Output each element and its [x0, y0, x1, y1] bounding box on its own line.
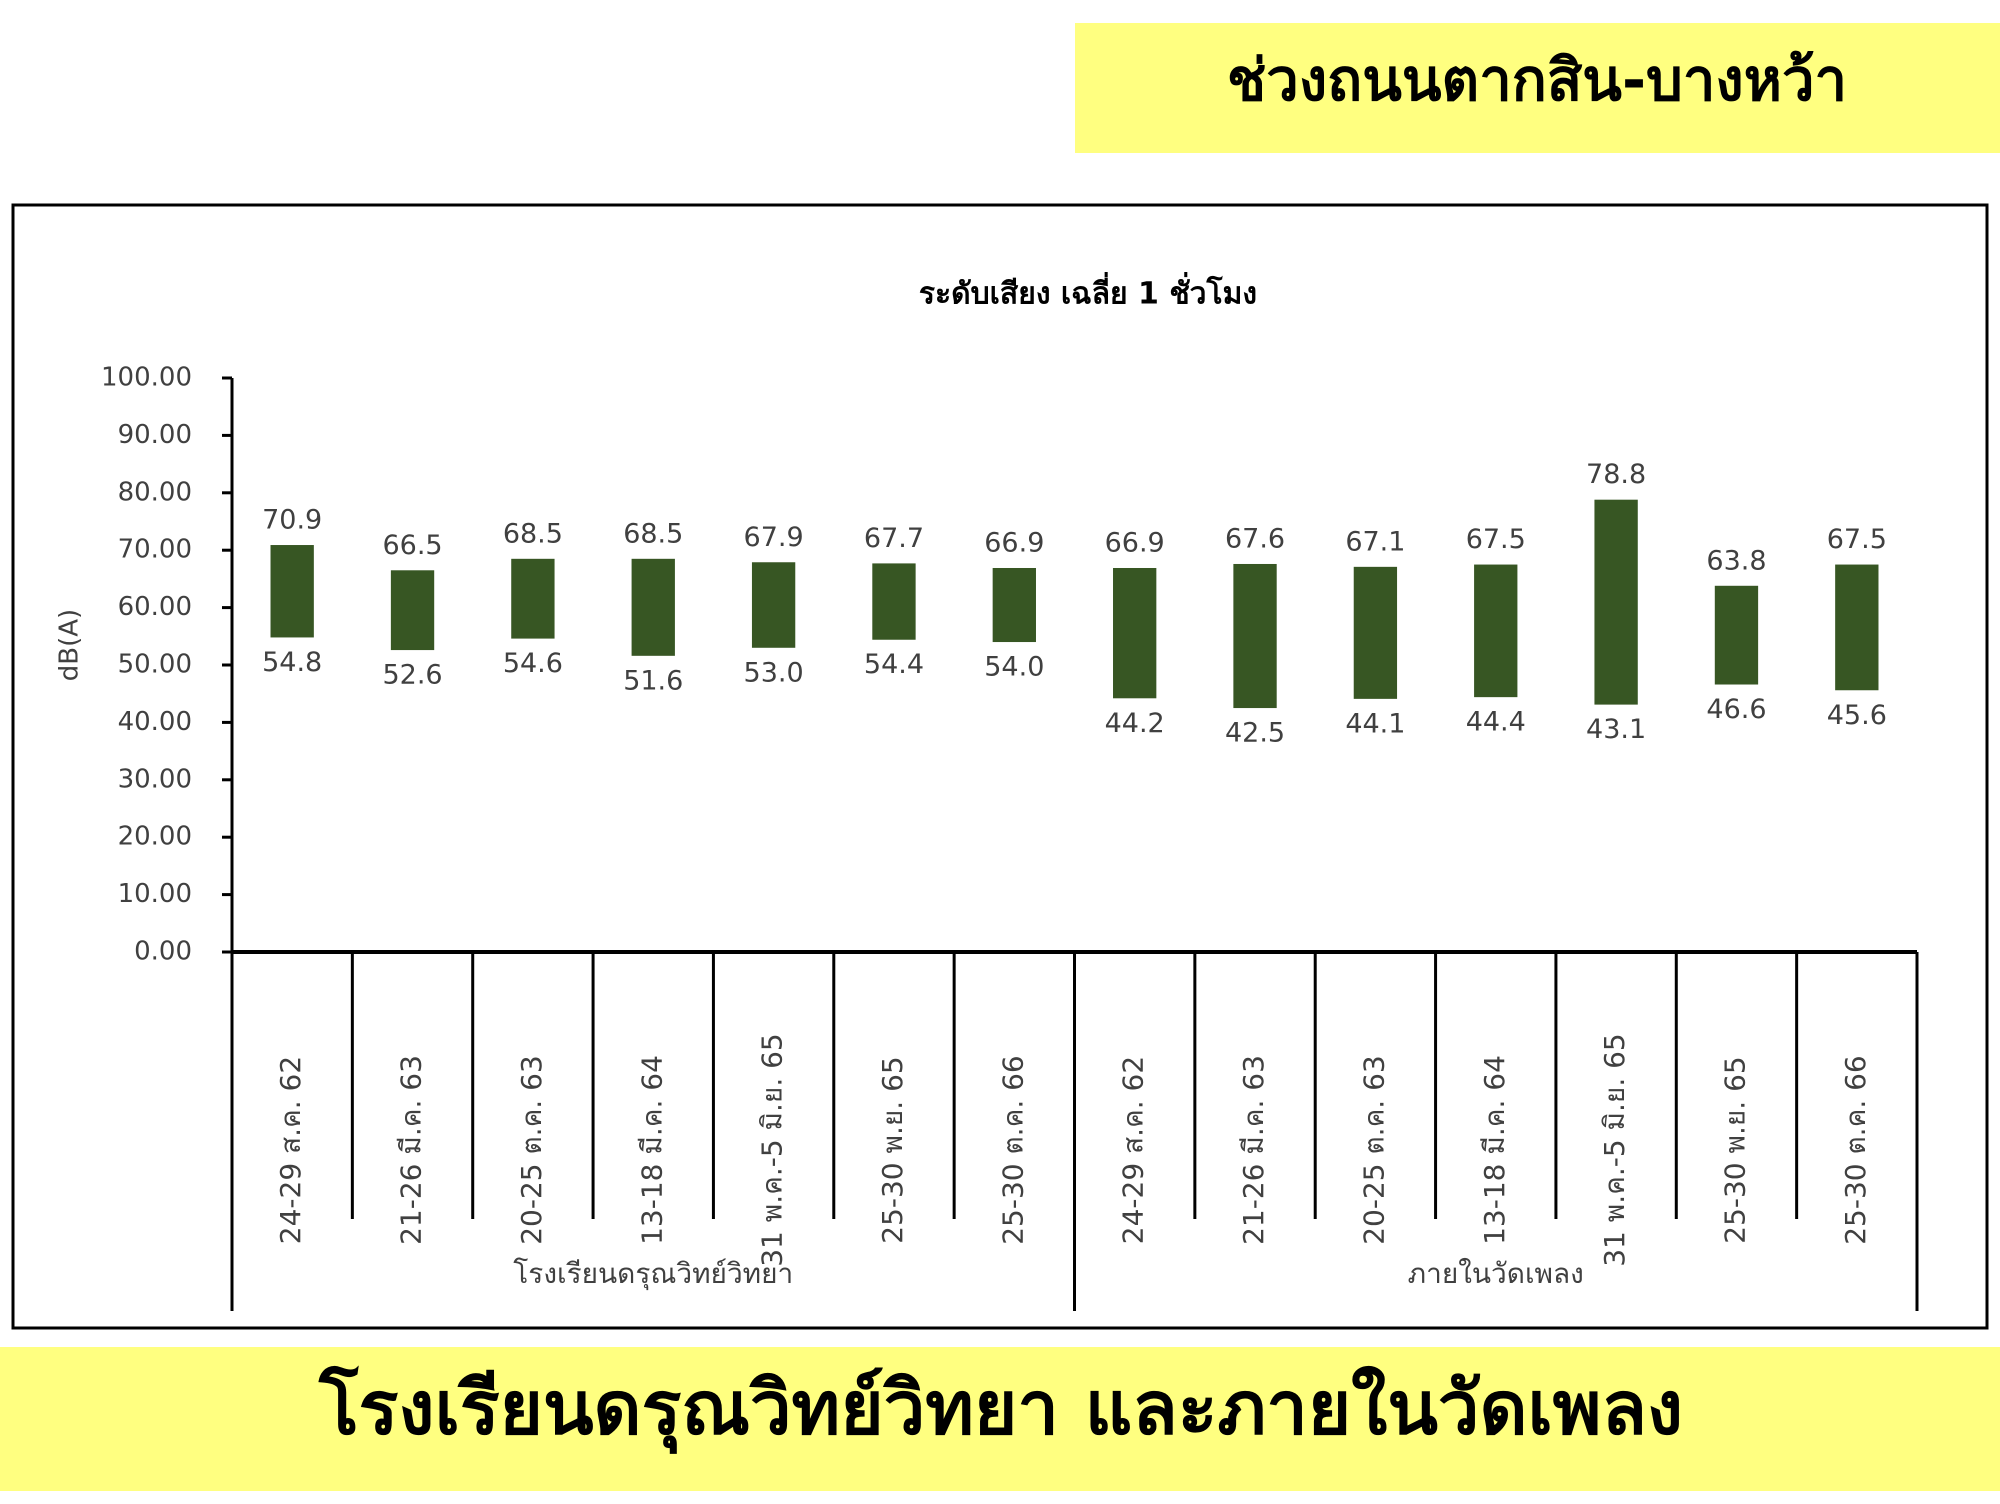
x-tick-label: 25-30 พ.ย. 65 [876, 1056, 909, 1243]
y-tick-label: 50.00 [118, 650, 192, 680]
low-label: 46.6 [1706, 694, 1766, 725]
y-tick-label: 60.00 [118, 592, 192, 622]
chart-frame [11, 203, 1989, 1330]
y-axis-label: dB(A) [55, 609, 85, 681]
footer-box [0, 1347, 2000, 1491]
high-label: 67.7 [864, 523, 924, 554]
high-label: 67.1 [1345, 526, 1405, 557]
bar [1474, 564, 1518, 698]
chart-title: ระดับเสียง เฉลี่ย 1 ชั่วโมง [919, 272, 1257, 312]
x-tick-label: 31 พ.ค.-5 มิ.ย. 65 [756, 1033, 789, 1267]
bar [1353, 566, 1398, 699]
bar [1594, 499, 1638, 705]
bar [1233, 563, 1277, 709]
bar [872, 563, 916, 640]
bar [631, 558, 675, 656]
high-label: 68.5 [623, 518, 683, 549]
low-label: 42.5 [1225, 718, 1285, 749]
x-tick-label: 25-30 ต.ค. 66 [996, 1055, 1029, 1245]
header-box [1075, 23, 2000, 153]
high-label: 66.9 [1105, 527, 1165, 558]
y-tick-label: 0.00 [134, 937, 192, 967]
x-tick-label: 20-25 ต.ค. 63 [515, 1055, 548, 1245]
high-label: 70.9 [262, 505, 322, 536]
y-tick-label: 90.00 [118, 420, 192, 450]
low-label: 54.0 [984, 652, 1044, 683]
high-label: 67.9 [744, 522, 804, 553]
x-tick-label: 25-30 ต.ค. 66 [1839, 1055, 1872, 1245]
bar [1835, 564, 1879, 691]
high-label: 63.8 [1706, 545, 1766, 576]
group-label: โรงเรียนดรุณวิทย์วิทยา [513, 1257, 793, 1291]
x-tick-label: 21-26 มี.ค. 63 [395, 1055, 428, 1245]
y-tick-label: 20.00 [118, 822, 192, 852]
bar [751, 562, 796, 648]
header-title: ช่วงถนนตากสิน-บางหว้า [1227, 46, 1847, 114]
low-label: 54.8 [262, 647, 322, 678]
x-tick-label: 31 พ.ค.-5 มิ.ย. 65 [1598, 1033, 1631, 1267]
x-tick-label: 13-18 มี.ค. 64 [635, 1055, 668, 1245]
bar [1113, 567, 1157, 699]
bar [511, 558, 555, 639]
x-tick-label: 24-29 ส.ค. 62 [1117, 1056, 1150, 1244]
low-label: 52.6 [382, 660, 442, 691]
y-tick-label: 40.00 [118, 707, 192, 737]
bar [390, 570, 435, 651]
x-tick-label: 13-18 มี.ค. 64 [1478, 1055, 1511, 1245]
x-tick-label: 20-25 ต.ค. 63 [1357, 1055, 1390, 1245]
bar [992, 567, 1036, 643]
x-tick-label: 24-29 ส.ค. 62 [274, 1056, 307, 1244]
low-label: 54.6 [503, 648, 563, 679]
high-label: 66.5 [382, 530, 442, 561]
low-label: 51.6 [623, 665, 683, 696]
low-label: 44.2 [1105, 708, 1165, 739]
y-tick-label: 80.00 [118, 477, 192, 507]
low-label: 53.0 [744, 657, 804, 688]
group-label: ภายในวัดเพลง [1408, 1257, 1584, 1290]
x-tick-label: 21-26 มี.ค. 63 [1237, 1055, 1270, 1245]
bar [1714, 585, 1759, 685]
high-label: 67.6 [1225, 523, 1285, 554]
y-tick-label: 10.00 [118, 879, 192, 909]
x-tick-label: 25-30 พ.ย. 65 [1718, 1056, 1751, 1243]
high-label: 67.5 [1466, 524, 1526, 555]
high-label: 78.8 [1586, 459, 1646, 490]
y-tick-label: 100.00 [101, 363, 192, 393]
high-label: 68.5 [503, 518, 563, 549]
low-label: 44.4 [1466, 707, 1526, 738]
footer-title: โรงเรียนดรุณวิทย์วิทยา และภายในวัดเพลง [318, 1365, 1683, 1455]
high-label: 67.5 [1827, 524, 1887, 555]
y-tick-label: 30.00 [118, 764, 192, 794]
low-label: 45.6 [1827, 700, 1887, 731]
bar [270, 545, 314, 638]
y-tick-label: 70.00 [118, 535, 192, 565]
low-label: 54.4 [864, 649, 924, 680]
low-label: 44.1 [1345, 708, 1405, 739]
low-label: 43.1 [1586, 714, 1646, 745]
high-label: 66.9 [984, 527, 1044, 558]
